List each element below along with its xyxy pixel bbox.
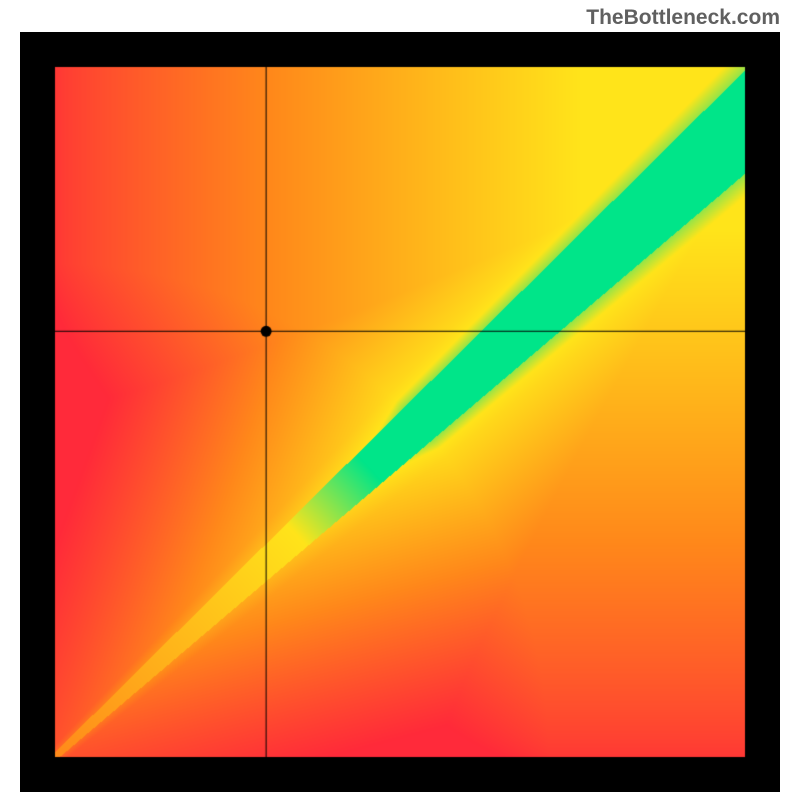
heatmap-canvas <box>20 32 780 792</box>
plot-wrapper <box>20 32 780 792</box>
watermark-text: TheBottleneck.com <box>586 6 780 30</box>
chart-container: TheBottleneck.com <box>0 0 800 800</box>
